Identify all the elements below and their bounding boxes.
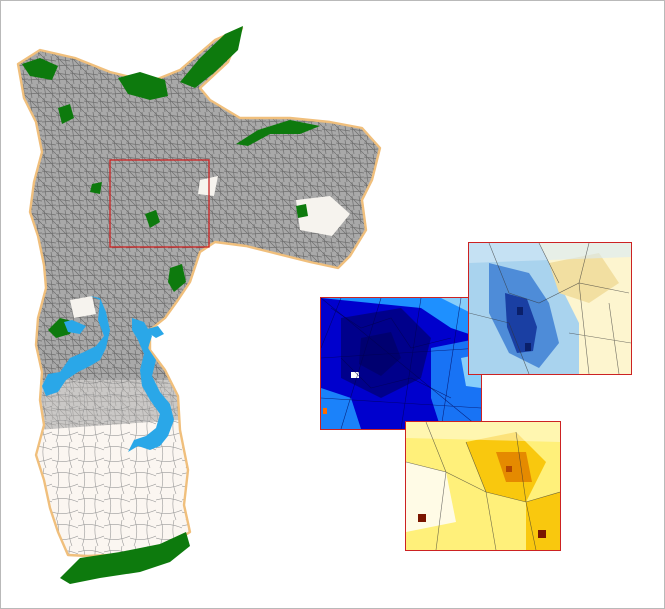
inset-diverging-heat-map	[469, 243, 631, 374]
green-parks	[22, 26, 320, 584]
park-north-ridge	[180, 26, 243, 88]
park-center	[145, 210, 160, 228]
reservoir-guarapiranga	[128, 318, 174, 452]
reservoirs	[42, 296, 174, 452]
reservoir-billings-arm	[64, 320, 86, 334]
highlight-box-central[interactable]	[109, 159, 210, 248]
park-center-small	[90, 182, 102, 194]
park-southwest	[168, 264, 186, 292]
inset-diverging-heat	[468, 242, 632, 375]
inset-blue-density-map	[321, 298, 481, 429]
park-west-small	[58, 104, 74, 124]
park-north-west	[22, 58, 58, 80]
inset-blue-density	[320, 297, 482, 430]
inset-yellow-heat-map	[406, 422, 560, 550]
inset-yellow-heat	[405, 421, 561, 551]
reservoir-billings-west	[42, 296, 110, 396]
reservoir-inlet	[144, 326, 164, 338]
park-east	[296, 204, 308, 218]
park-southern-ridge	[60, 532, 190, 584]
park-northeast-strip	[236, 120, 320, 146]
park-north	[118, 72, 168, 100]
